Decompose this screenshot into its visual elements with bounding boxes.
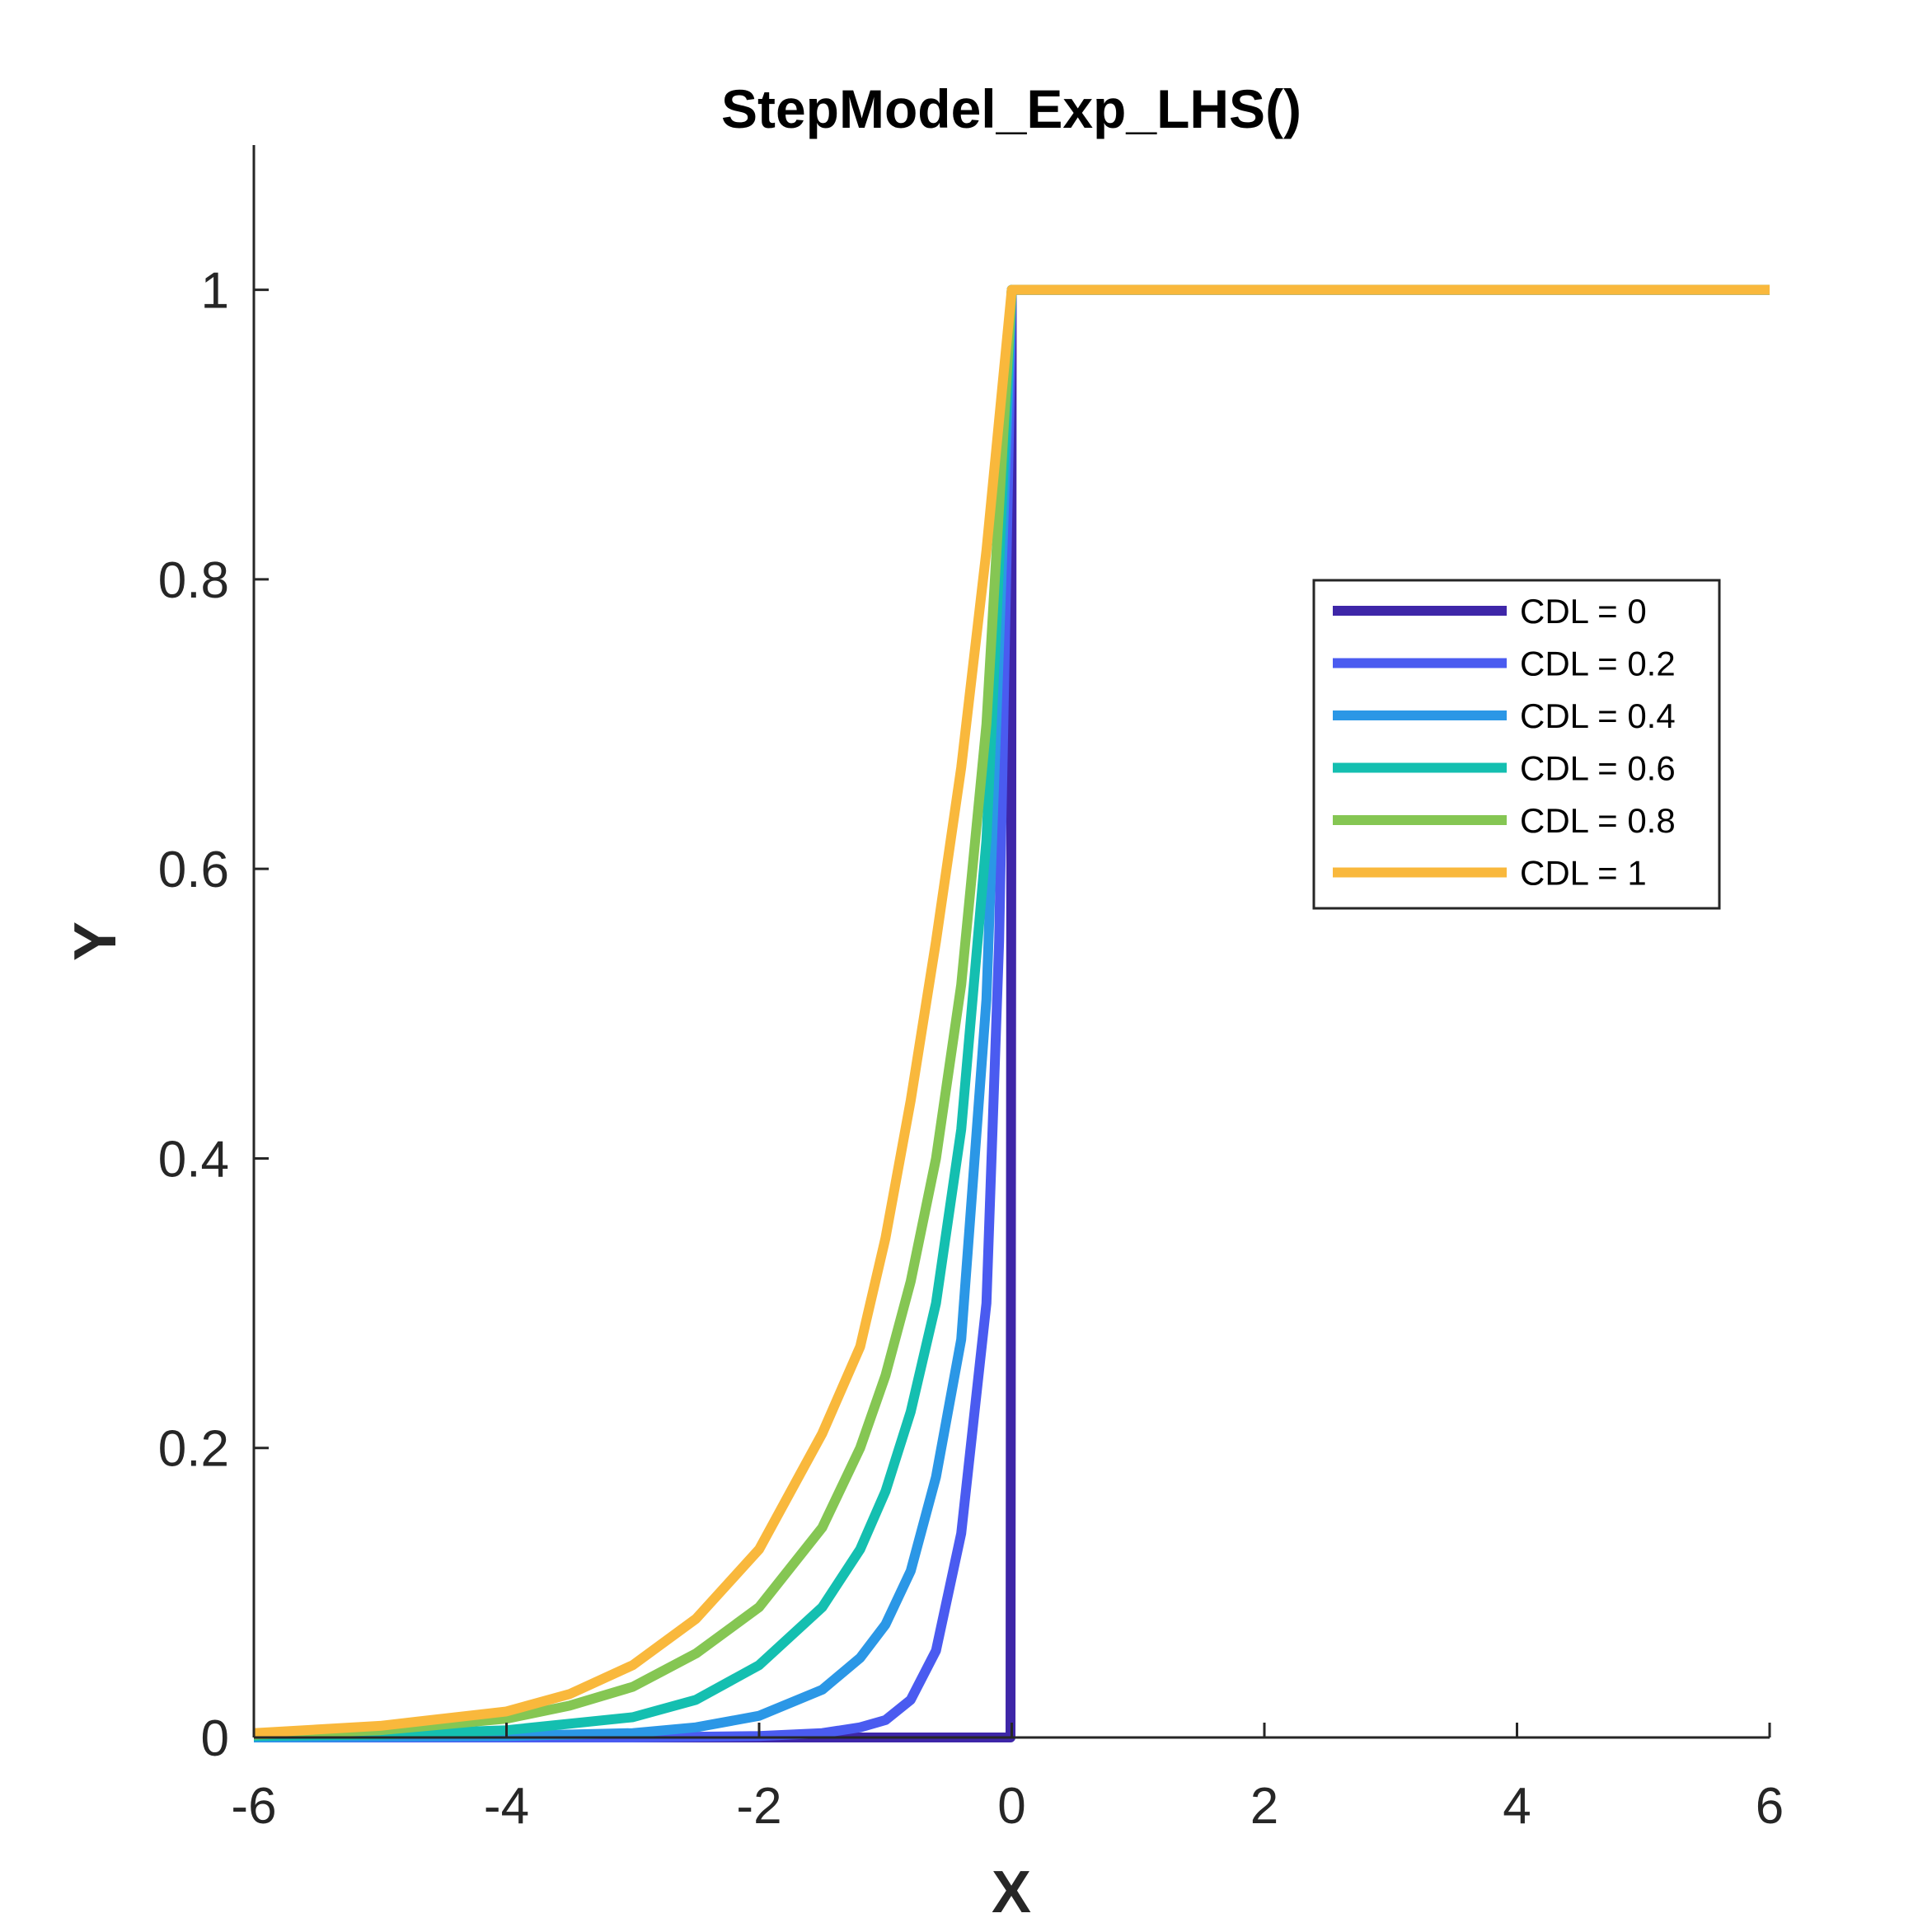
x-tick-label: 6 <box>1756 1778 1784 1835</box>
y-axis-title: Y <box>63 921 129 961</box>
legend-label-3: CDL = 0.6 <box>1520 749 1676 788</box>
chart-title: StepModel_Exp_LHS() <box>721 78 1301 139</box>
x-tick-label: -2 <box>736 1778 781 1835</box>
x-tick-label: -4 <box>484 1778 529 1835</box>
x-tick-label: 0 <box>997 1778 1025 1835</box>
y-tick-label: 1 <box>201 263 229 320</box>
x-ticks: -6 -4 -2 0 2 4 6 <box>231 1723 1784 1835</box>
legend-label-5: CDL = 1 <box>1520 854 1647 893</box>
x-axis-title: X <box>992 1859 1031 1925</box>
legend-box <box>1312 579 1721 910</box>
y-tick-label: 0.6 <box>158 842 229 898</box>
y-ticks: 0 0.2 0.4 0.6 0.8 1 <box>158 263 269 1767</box>
legend-label-2: CDL = 0.4 <box>1520 696 1676 735</box>
legend-label-0: CDL = 0 <box>1520 592 1647 631</box>
x-tick-label: -6 <box>231 1778 276 1835</box>
y-tick-label: 0 <box>201 1710 229 1767</box>
legend: CDL = 0 CDL = 0.2 CDL = 0.4 CDL = 0.6 CDL = … <box>1312 579 1721 910</box>
y-tick-label: 0.8 <box>158 552 229 609</box>
legend-label-4: CDL = 0.8 <box>1520 801 1676 840</box>
y-tick-label: 0.2 <box>158 1421 229 1478</box>
legend-label-1: CDL = 0.2 <box>1520 645 1676 683</box>
x-tick-label: 4 <box>1503 1778 1531 1835</box>
legend-items: CDL = 0 CDL = 0.2 CDL = 0.4 CDL = 0.6 CDL = … <box>1333 592 1676 893</box>
series-line-5 <box>253 284 1770 1738</box>
y-tick-label: 0.4 <box>158 1131 229 1188</box>
x-tick-label: 2 <box>1250 1778 1278 1835</box>
